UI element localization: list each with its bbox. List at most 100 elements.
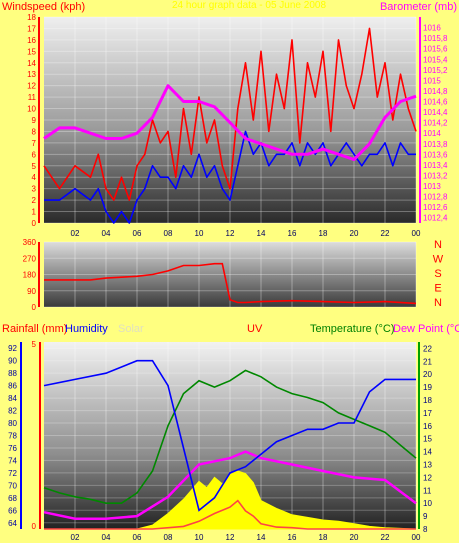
humidity-label: Humidity bbox=[65, 323, 108, 335]
humidity-tick-label: 72 bbox=[8, 469, 17, 478]
wind-x-tick-label: 02 bbox=[71, 229, 80, 238]
barometer-tick-label: 1014,8 bbox=[423, 87, 448, 96]
temperature-tick-label: 15 bbox=[423, 435, 432, 444]
temperature-tick-label: 18 bbox=[423, 396, 432, 405]
windspeed-tick-label: 11 bbox=[28, 93, 37, 102]
barometer-tick-label: 1012,8 bbox=[423, 193, 448, 202]
humidity-tick-label: 90 bbox=[8, 357, 17, 366]
windspeed-tick-label: 16 bbox=[27, 36, 36, 45]
temperature-tick-label: 14 bbox=[423, 448, 432, 457]
rain-x-tick-label: 10 bbox=[195, 533, 204, 542]
humidity-tick-label: 92 bbox=[8, 344, 17, 353]
humidity-tick-label: 74 bbox=[8, 456, 17, 465]
windspeed-tick-label: 7 bbox=[32, 139, 37, 148]
temperature-tick-label: 10 bbox=[423, 499, 432, 508]
temperature-tick-label: 19 bbox=[423, 383, 432, 392]
rain-x-tick-label: 20 bbox=[350, 533, 359, 542]
temperature-tick-label: 16 bbox=[423, 422, 432, 431]
windspeed-tick-label: 18 bbox=[27, 13, 36, 22]
humidity-tick-label: 76 bbox=[8, 444, 17, 453]
direction-tick-label: 270 bbox=[23, 254, 37, 263]
wind-x-tick-label: 04 bbox=[102, 229, 111, 238]
rain-x-tick-label: 02 bbox=[71, 533, 80, 542]
barometer-tick-label: 1013,2 bbox=[423, 171, 448, 180]
humidity-tick-label: 80 bbox=[8, 419, 17, 428]
humidity-tick-label: 82 bbox=[8, 407, 17, 416]
compass-label: N bbox=[434, 239, 442, 251]
wind-x-tick-label: 06 bbox=[133, 229, 142, 238]
windspeed-tick-label: 3 bbox=[32, 185, 37, 194]
temperature-tick-label: 13 bbox=[423, 461, 432, 470]
series-wind-speed bbox=[44, 130, 416, 224]
windspeed-tick-label: 2 bbox=[32, 196, 37, 205]
wind-x-tick-label: 22 bbox=[381, 229, 390, 238]
wind-series bbox=[43, 27, 417, 224]
rain-x-tick-label: 18 bbox=[319, 533, 328, 542]
rain-grid bbox=[20, 342, 420, 529]
barometer-tick-label: 1013,4 bbox=[423, 161, 448, 170]
humidity-tick-label: 78 bbox=[8, 432, 17, 441]
barometer-tick-label: 1015,6 bbox=[423, 45, 448, 54]
series-solar bbox=[44, 470, 417, 530]
windspeed-tick-label: 12 bbox=[27, 82, 36, 91]
barometer-tick-label: 1015,8 bbox=[423, 34, 448, 43]
barometer-tick-label: 1015 bbox=[423, 76, 441, 85]
humidity-tick-label: 66 bbox=[8, 506, 17, 515]
windspeed-tick-label: 9 bbox=[32, 116, 37, 125]
rain-x-tick-label: 08 bbox=[164, 533, 173, 542]
barometer-tick-label: 1015,2 bbox=[423, 66, 448, 75]
barometer-tick-label: 1014 bbox=[423, 129, 441, 138]
series-dew-point bbox=[43, 450, 417, 520]
rainfall-label: Rainfall (mm) bbox=[2, 323, 67, 335]
series-wind-gust bbox=[43, 27, 417, 201]
temperature-tick-label: 12 bbox=[423, 473, 432, 482]
rain-tick-label: 0 bbox=[32, 522, 37, 531]
wind-x-tick-label: 14 bbox=[257, 229, 266, 238]
windspeed-tick-label: 0 bbox=[32, 219, 37, 228]
windspeed-tick-label: 10 bbox=[27, 105, 36, 114]
wind-x-tick-label: 20 bbox=[350, 229, 359, 238]
rain-x-tick-label: 16 bbox=[288, 533, 297, 542]
page-title: 24 hour graph data - 05 June 2008 bbox=[172, 0, 326, 11]
humidity-tick-label: 86 bbox=[8, 382, 17, 391]
direction-tick-label: 0 bbox=[32, 303, 37, 312]
axis-ticks: 01234567891011121314151617181012,41012,6… bbox=[8, 13, 448, 542]
temperature-tick-label: 17 bbox=[423, 409, 432, 418]
uv-label: UV bbox=[247, 323, 263, 335]
temperature-tick-label: 22 bbox=[423, 344, 432, 353]
rain-x-tick-label: 00 bbox=[412, 533, 421, 542]
solar-label: Solar bbox=[118, 323, 144, 335]
dewpoint-label: Dew Point (°C) bbox=[393, 323, 459, 335]
direction-grid bbox=[38, 241, 417, 308]
temperature-label: Temperature (°C) bbox=[310, 323, 394, 335]
rain-x-tick-label: 06 bbox=[133, 533, 142, 542]
humidity-tick-label: 88 bbox=[8, 369, 17, 378]
series-pressure bbox=[43, 84, 417, 162]
compass-label: N bbox=[434, 297, 442, 309]
barometer-tick-label: 1012,4 bbox=[423, 214, 448, 223]
direction-tick-label: 180 bbox=[23, 271, 37, 280]
barometer-label: Barometer (mb) bbox=[380, 1, 457, 13]
rain-series bbox=[43, 359, 417, 530]
barometer-tick-label: 1014,6 bbox=[423, 98, 448, 107]
direction-series bbox=[44, 262, 417, 305]
wind-x-tick-label: 00 bbox=[412, 229, 421, 238]
wind-x-tick-label: 10 bbox=[195, 229, 204, 238]
humidity-tick-label: 84 bbox=[8, 394, 17, 403]
windspeed-label: Windspeed (kph) bbox=[2, 1, 85, 13]
humidity-tick-label: 70 bbox=[8, 481, 17, 490]
barometer-tick-label: 1013,6 bbox=[423, 150, 448, 159]
barometer-tick-label: 1015,4 bbox=[423, 55, 448, 64]
humidity-tick-label: 64 bbox=[8, 519, 17, 528]
barometer-tick-label: 1013 bbox=[423, 182, 441, 191]
rain-x-tick-label: 12 bbox=[226, 533, 235, 542]
rain-tick-label: 5 bbox=[32, 340, 37, 349]
barometer-tick-label: 1014,4 bbox=[423, 108, 448, 117]
wind-x-tick-label: 16 bbox=[288, 229, 297, 238]
series-uv bbox=[44, 499, 416, 530]
temperature-tick-label: 20 bbox=[423, 370, 432, 379]
series-wind-direction bbox=[44, 262, 417, 305]
windspeed-tick-label: 15 bbox=[27, 47, 36, 56]
series-temperature bbox=[43, 369, 417, 505]
